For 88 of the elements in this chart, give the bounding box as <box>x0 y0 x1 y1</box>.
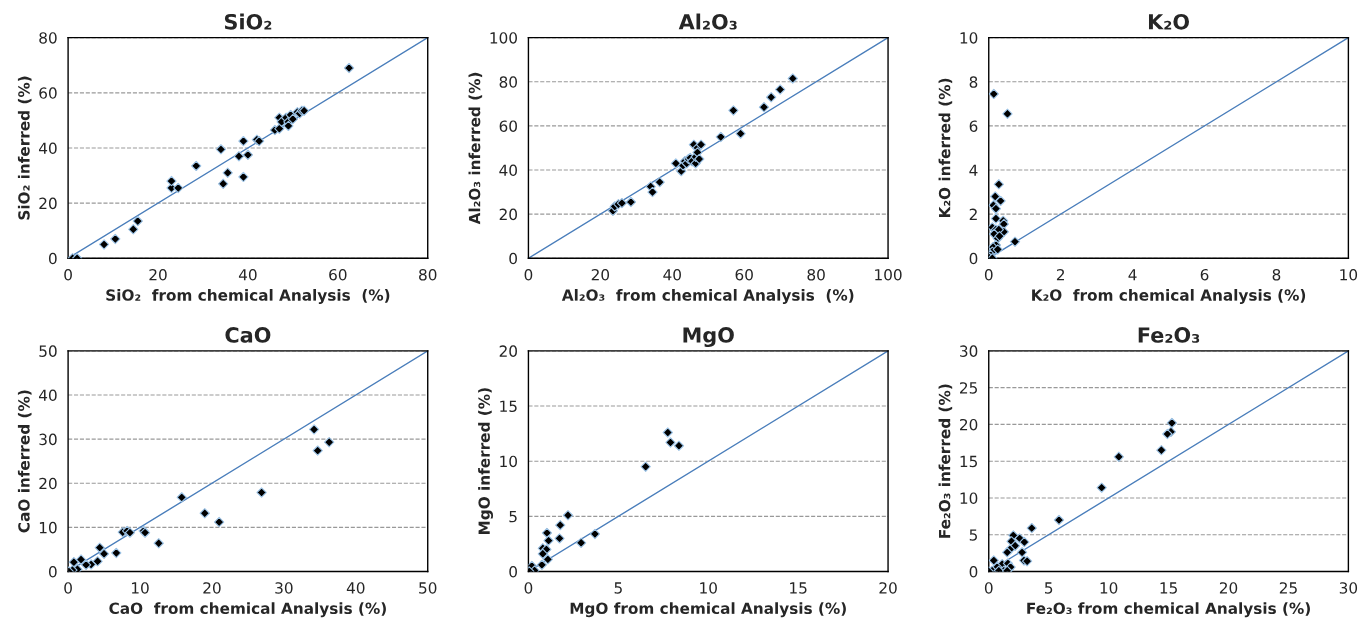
x-tick-label: 100 <box>875 268 902 281</box>
y-tick-label: 0 <box>48 565 57 578</box>
x-tick-label: 15 <box>790 582 807 594</box>
y-tick-label: 5 <box>509 511 517 523</box>
chart-title: Fe₂O₃ <box>1138 327 1200 343</box>
y-tick-label: 10 <box>960 492 978 504</box>
x-tick-label: 25 <box>1279 582 1297 594</box>
y-tick-label: 100 <box>490 32 517 44</box>
y-axis-title: CaO inferred (%) <box>17 390 32 533</box>
x-tick-label: 10 <box>700 582 717 594</box>
y-tick-label: 5 <box>969 529 977 541</box>
y-tick-label: 80 <box>499 76 517 88</box>
y-tick-label: 40 <box>38 389 57 402</box>
y-tick-label: 0 <box>48 252 57 265</box>
chart-title: SiO₂ <box>224 13 272 30</box>
x-axis-title: Al₂O₃ from chemical Analysis (%) <box>561 289 854 304</box>
y-tick-label: 20 <box>499 208 517 221</box>
y-tick-label: 20 <box>499 345 517 357</box>
y-axis-title: SiO₂ inferred (%) <box>17 76 32 220</box>
x-tick-label: 0 <box>64 582 72 594</box>
x-tick-label: 2 <box>1056 268 1065 281</box>
x-axis-title: MgO from chemical Analysis (%) <box>570 602 846 618</box>
y-tick-label: 40 <box>499 164 517 177</box>
x-tick-label: 20 <box>591 268 610 281</box>
y-tick-label: 80 <box>39 32 57 44</box>
x-tick-label: 4 <box>1128 269 1137 281</box>
x-tick-label: 80 <box>807 268 825 281</box>
x-tick-label: 80 <box>419 268 437 281</box>
y-tick-label: 4 <box>969 164 978 176</box>
x-tick-label: 6 <box>1200 268 1209 281</box>
x-tick-label: 60 <box>735 268 753 281</box>
x-tick-label: 40 <box>346 582 365 594</box>
y-tick-label: 10 <box>39 521 57 534</box>
y-tick-label: 20 <box>960 418 978 431</box>
x-tick-label: 0 <box>524 268 533 281</box>
y-tick-label: 20 <box>39 197 57 210</box>
x-tick-label: 5 <box>1045 582 1053 594</box>
x-tick-label: 0 <box>984 268 993 281</box>
x-tick-label: 10 <box>1100 582 1118 594</box>
y-tick-label: 0 <box>509 252 517 265</box>
x-axis-title: CaO from chemical Analysis (%) <box>109 602 386 618</box>
y-axis-title: MgO inferred (%) <box>478 388 494 535</box>
y-tick-label: 10 <box>500 455 517 468</box>
chart-title: K₂O <box>1148 13 1190 30</box>
y-tick-label: 50 <box>39 345 57 357</box>
y-tick-label: 0 <box>969 252 978 265</box>
x-tick-label: 20 <box>149 268 167 281</box>
y-tick-label: 0 <box>509 565 517 578</box>
y-tick-label: 60 <box>39 87 57 99</box>
x-axis-title: Fe₂O₃ from chemical Analysis (%) <box>1027 602 1310 618</box>
x-tick-label: 40 <box>238 268 257 281</box>
x-axis-title: SiO₂ from chemical Analysis (%) <box>106 289 390 304</box>
y-tick-label: 25 <box>960 382 977 394</box>
chart-title: MgO <box>683 327 734 348</box>
x-tick-label: 15 <box>1160 582 1177 594</box>
x-axis-title: K₂O from chemical Analysis (%) <box>1032 289 1306 304</box>
y-tick-label: 10 <box>960 32 978 44</box>
y-tick-label: 8 <box>969 76 978 88</box>
y-tick-label: 15 <box>500 400 517 413</box>
x-tick-label: 50 <box>419 582 437 594</box>
y-tick-label: 30 <box>960 345 978 357</box>
x-tick-label: 0 <box>524 582 533 594</box>
x-tick-label: 20 <box>879 582 897 594</box>
y-tick-label: 30 <box>39 433 57 446</box>
y-axis-title: K₂O inferred (%) <box>938 78 953 218</box>
y-tick-label: 2 <box>969 208 977 220</box>
x-tick-label: 20 <box>203 582 221 594</box>
x-tick-label: 0 <box>64 268 72 281</box>
chart-title: CaO <box>225 327 271 343</box>
x-tick-label: 20 <box>1219 582 1238 594</box>
y-axis-title: Al₂O₃ inferred (%) <box>468 72 483 225</box>
y-tick-label: 0 <box>969 565 978 578</box>
x-tick-label: 30 <box>275 582 293 594</box>
x-tick-label: 0 <box>984 582 993 594</box>
x-tick-label: 10 <box>1340 268 1358 281</box>
x-tick-label: 10 <box>131 582 149 594</box>
x-tick-label: 5 <box>614 582 622 594</box>
y-tick-label: 60 <box>499 120 517 132</box>
y-tick-label: 40 <box>38 142 57 154</box>
y-tick-label: 6 <box>969 120 978 132</box>
y-tick-label: 20 <box>39 477 57 490</box>
x-tick-label: 8 <box>1272 268 1281 281</box>
x-tick-label: 40 <box>663 268 681 281</box>
chart-title: Al₂O₃ <box>678 13 737 30</box>
x-tick-label: 60 <box>329 268 347 281</box>
y-tick-label: 15 <box>960 455 977 468</box>
y-axis-title: Fe₂O₃ inferred (%) <box>938 384 953 538</box>
x-tick-label: 30 <box>1339 582 1358 594</box>
